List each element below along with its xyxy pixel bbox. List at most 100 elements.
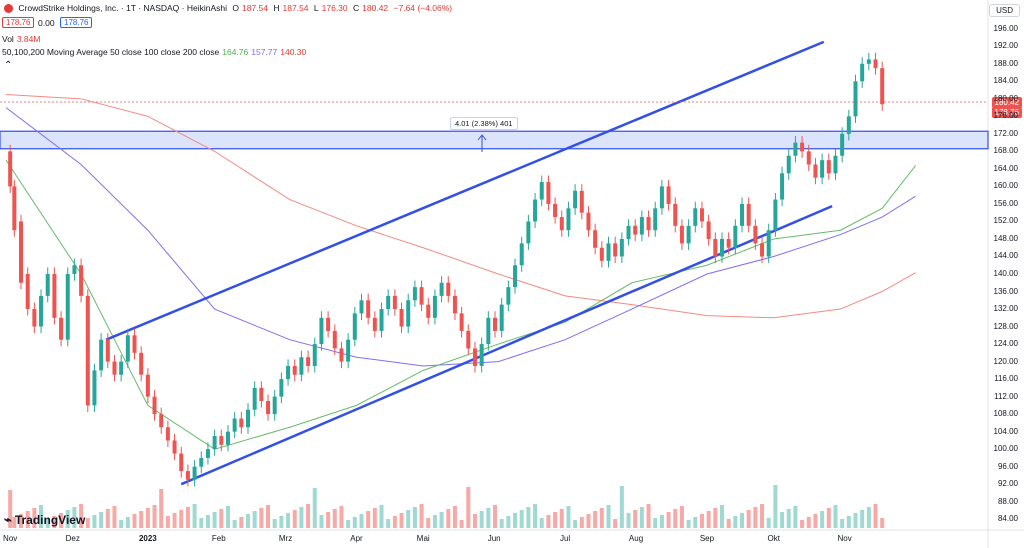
- x-tick-label: Nov: [837, 534, 852, 543]
- volume-bar: [733, 516, 738, 528]
- candle-body: [686, 225, 691, 244]
- volume-bar: [239, 517, 244, 528]
- candle-body: [499, 304, 504, 331]
- candle-body: [646, 217, 651, 231]
- candle-body: [165, 427, 170, 441]
- x-tick-label: Apr: [350, 534, 363, 543]
- y-tick-label: 132.00: [993, 304, 1018, 314]
- volume-bar: [679, 506, 684, 528]
- symbol-title[interactable]: CrowdStrike Holdings, Inc. · 1T · NASDAQ…: [18, 3, 228, 13]
- channel-lower-line[interactable]: [180, 204, 833, 486]
- candle-body: [486, 317, 491, 345]
- volume-bar: [332, 509, 337, 528]
- y-tick-label: 196.00: [993, 23, 1018, 33]
- candle-body: [372, 317, 377, 331]
- candle-body: [279, 379, 284, 397]
- candle-body: [526, 221, 531, 244]
- candle-body: [139, 352, 144, 375]
- volume-bar: [339, 506, 344, 528]
- candle-body: [519, 243, 524, 266]
- volume-bar: [286, 513, 291, 528]
- candle-body: [145, 374, 150, 397]
- candle-body: [846, 116, 851, 134]
- candle-body: [59, 317, 64, 340]
- volume-bar: [599, 508, 604, 528]
- vol-value: 3.84M: [16, 34, 41, 44]
- collapse-chevron-icon[interactable]: ⌃: [4, 60, 13, 71]
- candle-body: [653, 208, 658, 231]
- x-tick-label: 2023: [138, 534, 157, 543]
- candle-body: [833, 155, 838, 174]
- ma-legend[interactable]: 50,100,200 Moving Average 50 close 100 c…: [2, 47, 309, 57]
- price-box-1[interactable]: 178.76: [2, 17, 35, 28]
- volume-bar: [412, 507, 417, 528]
- volume-bar: [145, 508, 150, 528]
- volume-bar: [259, 508, 264, 528]
- tradingview-logo[interactable]: ⌁ TradingView: [4, 512, 85, 528]
- candle-body: [786, 155, 791, 174]
- volume-bar: [359, 514, 364, 528]
- volume-bar: [185, 507, 190, 528]
- candle-body: [105, 339, 110, 362]
- volume-bar: [406, 510, 411, 528]
- candle-body: [352, 313, 357, 340]
- candle-body: [125, 335, 130, 362]
- volume-bar: [780, 512, 785, 528]
- channel-upper-line[interactable]: [105, 40, 825, 341]
- support-zone: [0, 130, 989, 150]
- volume-bar: [753, 507, 758, 528]
- volume-bar: [252, 511, 257, 528]
- volume-bar: [312, 488, 317, 528]
- currency-selector[interactable]: USD: [989, 4, 1020, 17]
- volume-bar: [633, 510, 638, 528]
- ma50-line: [5, 159, 916, 450]
- y-tick-label: 88.00: [997, 496, 1018, 506]
- volume-bar: [806, 517, 811, 528]
- price-box-2[interactable]: 178.76: [60, 17, 93, 28]
- candle-body: [626, 225, 631, 239]
- volume-bar: [813, 514, 818, 528]
- y-tick-label: 144.00: [993, 251, 1018, 261]
- candle-body: [266, 401, 271, 415]
- low-value: 176.30: [321, 3, 348, 13]
- volume-bar: [219, 509, 224, 528]
- volume-bar: [306, 504, 311, 528]
- candle-body: [880, 68, 885, 105]
- candle-body: [292, 365, 297, 375]
- volume-bar: [346, 520, 351, 528]
- y-tick-label: 192.00: [993, 41, 1018, 51]
- y-tick-label: 188.00: [993, 58, 1018, 68]
- candle-body: [419, 287, 424, 305]
- close-label: C: [353, 3, 360, 13]
- candle-body: [760, 243, 765, 257]
- candle-body: [432, 295, 437, 318]
- candle-body: [593, 230, 598, 248]
- candle-body: [639, 217, 644, 235]
- candle-body: [312, 344, 317, 366]
- candle-body: [873, 59, 878, 69]
- volume-bar: [820, 511, 825, 528]
- candle-body: [479, 344, 484, 366]
- y-tick-label: 116.00: [994, 374, 1018, 384]
- volume-bar: [726, 519, 731, 528]
- volume-bar: [626, 513, 631, 528]
- volume-bar: [452, 506, 457, 528]
- candle-body: [506, 287, 511, 305]
- candle-body: [219, 436, 224, 445]
- y-tick-label: 120.00: [993, 356, 1018, 366]
- candle-body: [599, 247, 604, 261]
- candle-body: [72, 265, 77, 274]
- volume-bar: [706, 511, 711, 528]
- volume-bar: [19, 514, 24, 528]
- candle-body: [459, 313, 464, 331]
- candle-body: [132, 335, 137, 353]
- volume-bar: [232, 520, 237, 528]
- y-tick-label: 152.00: [993, 216, 1018, 226]
- volume-bar: [846, 516, 851, 528]
- volume-bar: [392, 516, 397, 528]
- volume-bar: [486, 508, 491, 528]
- candle-body: [185, 471, 190, 480]
- volume-bar: [553, 512, 558, 528]
- candle-body: [693, 208, 698, 226]
